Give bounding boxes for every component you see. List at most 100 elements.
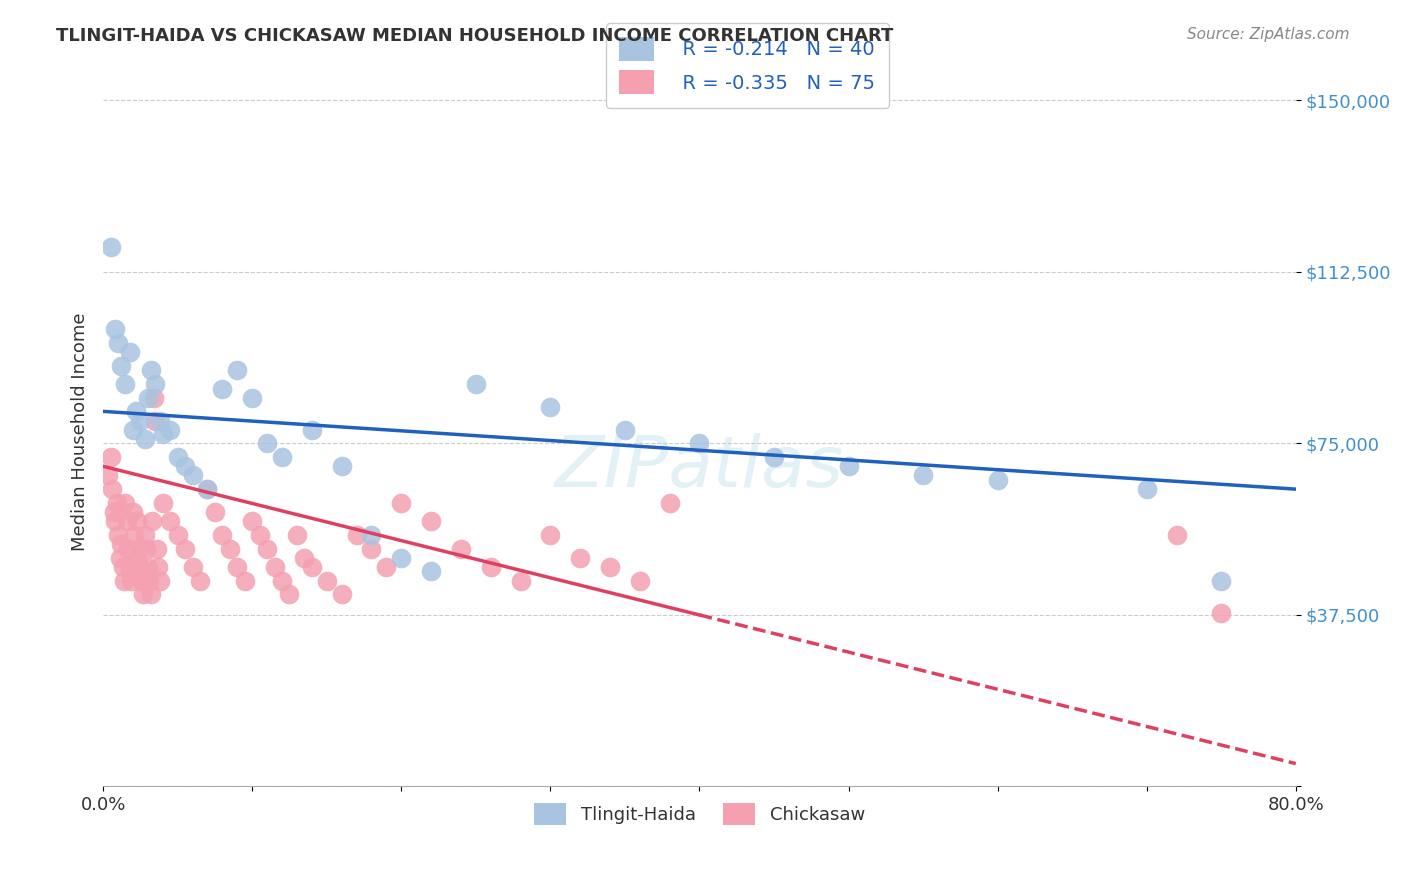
Point <box>159 514 181 528</box>
Point <box>330 587 353 601</box>
Point <box>112 574 135 588</box>
Point <box>141 514 163 528</box>
Point <box>136 391 159 405</box>
Legend: Tlingit-Haida, Chickasaw: Tlingit-Haida, Chickasaw <box>524 794 875 834</box>
Point <box>129 413 152 427</box>
Point <box>139 587 162 601</box>
Point <box>197 482 219 496</box>
Point <box>132 587 155 601</box>
Point <box>1136 482 1159 496</box>
Point <box>138 574 160 588</box>
Point <box>115 514 138 528</box>
Point <box>128 541 150 556</box>
Point <box>108 550 131 565</box>
Point <box>420 565 443 579</box>
Point <box>838 459 860 474</box>
Point <box>122 505 145 519</box>
Point <box>104 322 127 336</box>
Point <box>166 450 188 464</box>
Point <box>135 541 157 556</box>
Point <box>197 482 219 496</box>
Point <box>211 382 233 396</box>
Point <box>762 450 785 464</box>
Point <box>111 560 134 574</box>
Point <box>375 560 398 574</box>
Point <box>100 240 122 254</box>
Point <box>389 550 412 565</box>
Point <box>104 514 127 528</box>
Point <box>103 505 125 519</box>
Text: TLINGIT-HAIDA VS CHICKASAW MEDIAN HOUSEHOLD INCOME CORRELATION CHART: TLINGIT-HAIDA VS CHICKASAW MEDIAN HOUSEH… <box>56 27 894 45</box>
Point <box>125 550 148 565</box>
Point <box>122 423 145 437</box>
Point <box>127 514 149 528</box>
Point <box>117 541 139 556</box>
Point <box>188 574 211 588</box>
Point <box>118 345 141 359</box>
Point <box>134 528 156 542</box>
Point <box>97 468 120 483</box>
Point <box>450 541 472 556</box>
Point <box>107 528 129 542</box>
Point <box>129 560 152 574</box>
Point <box>278 587 301 601</box>
Point <box>125 404 148 418</box>
Point <box>149 413 172 427</box>
Point <box>256 436 278 450</box>
Point <box>204 505 226 519</box>
Point <box>134 432 156 446</box>
Point <box>152 496 174 510</box>
Point <box>166 528 188 542</box>
Point <box>143 376 166 391</box>
Point <box>152 427 174 442</box>
Point <box>360 541 382 556</box>
Point <box>263 560 285 574</box>
Point <box>912 468 935 483</box>
Point <box>569 550 592 565</box>
Point <box>479 560 502 574</box>
Point <box>389 496 412 510</box>
Point <box>1166 528 1188 542</box>
Point <box>105 496 128 510</box>
Point <box>100 450 122 464</box>
Point <box>249 528 271 542</box>
Point <box>240 514 263 528</box>
Text: Source: ZipAtlas.com: Source: ZipAtlas.com <box>1187 27 1350 42</box>
Point <box>139 363 162 377</box>
Text: ZIPatlas: ZIPatlas <box>555 433 844 502</box>
Point <box>464 376 486 391</box>
Point <box>360 528 382 542</box>
Point <box>124 528 146 542</box>
Point <box>114 496 136 510</box>
Point <box>688 436 710 450</box>
Point <box>271 450 294 464</box>
Point <box>110 537 132 551</box>
Point <box>143 413 166 427</box>
Point <box>315 574 337 588</box>
Point <box>211 528 233 542</box>
Point <box>107 335 129 350</box>
Point <box>538 400 561 414</box>
Point <box>599 560 621 574</box>
Point <box>110 359 132 373</box>
Point <box>148 560 170 574</box>
Point <box>181 468 204 483</box>
Point <box>181 560 204 574</box>
Point <box>118 560 141 574</box>
Point <box>285 528 308 542</box>
Point <box>226 560 249 574</box>
Point <box>256 541 278 556</box>
Point <box>301 423 323 437</box>
Point <box>658 496 681 510</box>
Point <box>174 541 197 556</box>
Point <box>1211 606 1233 620</box>
Point <box>146 541 169 556</box>
Point <box>420 514 443 528</box>
Point <box>509 574 531 588</box>
Point <box>174 459 197 474</box>
Point <box>226 363 249 377</box>
Point <box>301 560 323 574</box>
Point <box>271 574 294 588</box>
Point <box>218 541 240 556</box>
Point <box>330 459 353 474</box>
